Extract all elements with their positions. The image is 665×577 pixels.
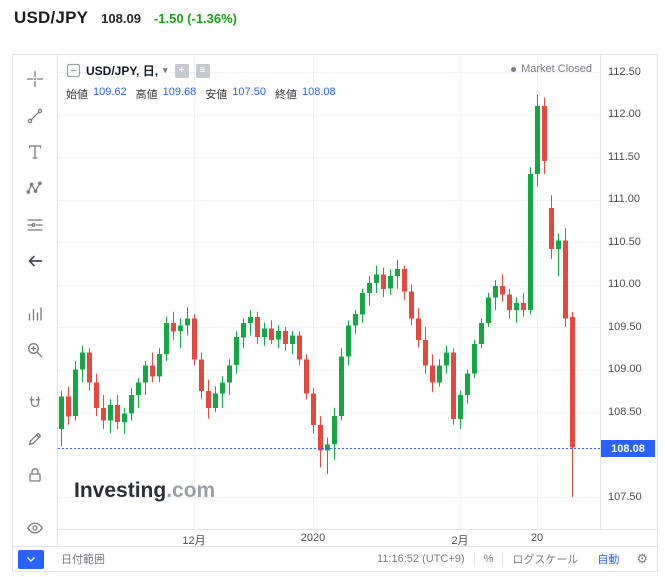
clock-display[interactable]: 11:16:52 (UTC+9) [377,553,465,565]
low-value: 107.50 [232,86,266,98]
log-scale-button[interactable]: ログスケール [512,554,579,566]
price-axis-label: 111.50 [608,151,641,163]
investing-logo: Investing.com [74,479,215,503]
logo-text-bold: Investing [74,479,167,502]
logo-text-light: .com [166,479,216,502]
price-axis-label: 110.00 [608,278,641,290]
last-price-tag: 108.08 [601,440,655,457]
separator [473,552,475,566]
chart-legend: USD/JPY, 日, ▾ + ≡ 始値 109.62 高値 109.68 安値… [66,62,340,102]
drawing-toolbar [13,55,58,546]
price-axis[interactable]: 108.08 112.50 112.00 111.50 111.00 110.50 110… [600,55,655,529]
market-status-label: Market Closed [521,63,592,75]
gear-icon[interactable]: ⚙ [636,551,648,566]
chevron-down-icon[interactable] [18,549,44,569]
pencil-icon[interactable] [20,421,50,457]
lock-icon[interactable] [20,457,50,493]
fib-retracement-icon[interactable] [20,207,50,243]
price-axis-label: 110.50 [608,236,641,248]
chart-widget: USD/JPY, 日, ▾ + ≡ 始値 109.62 高値 109.68 安値… [12,54,658,572]
interval-dropdown-caret[interactable]: ▾ [163,65,168,75]
close-value: 108.08 [301,86,336,98]
auto-scale-button[interactable]: 自動 [597,554,620,566]
magnet-icon[interactable] [20,384,50,420]
time-axis-label: 20 [530,532,544,544]
chart-type-icon[interactable] [66,63,81,78]
arrow-left-icon[interactable] [20,243,50,279]
quote-header: USD/JPY 108.09 -1.50 (-1.36%) [14,8,237,28]
low-label: 安値 [205,89,228,101]
status-dot-icon [511,66,517,72]
price-axis-label: 112.50 [608,66,641,78]
price-axis-label: 109.50 [608,321,642,333]
date-range-button[interactable]: 日付範囲 [61,554,105,566]
price-axis-label: 108.50 [608,406,642,418]
candlestick-chart [58,55,600,529]
forecast-bars-icon[interactable] [20,296,50,332]
symbol-title: USD/JPY [14,8,89,27]
last-price: 108.09 [101,11,141,26]
price-axis-label: 111.00 [608,193,641,205]
price-change: -1.50 (-1.36%) [153,11,238,26]
chart-symbol-label[interactable]: USD/JPY, 日, [86,64,159,78]
open-label: 始値 [66,89,88,101]
price-axis-label: 107.50 [608,491,642,503]
chart-plot-area[interactable]: USD/JPY, 日, ▾ + ≡ 始値 109.62 高値 109.68 安値… [58,55,600,529]
eye-icon[interactable] [20,510,50,546]
time-axis-label: 2020 [300,532,326,544]
open-value: 109.62 [93,86,127,98]
time-axis-label: 2月 [451,535,469,547]
xabcd-pattern-icon[interactable] [20,170,50,206]
crosshair-cursor-icon[interactable] [20,61,50,97]
time-axis-label: 12月 [182,535,206,547]
zoom-in-icon[interactable] [20,332,50,368]
trend-line-icon[interactable] [20,97,50,133]
text-tool-icon[interactable] [20,134,50,170]
separator [502,552,504,566]
market-status: Market Closed [511,63,592,75]
high-value: 109.68 [162,86,197,98]
ohlc-readout: 始値 109.62 高値 109.68 安値 107.50 終値 108.08 [66,86,340,102]
indicators-icon[interactable]: + [174,63,189,78]
settings-icon[interactable]: ≡ [195,63,210,78]
percent-scale-button[interactable]: % [483,553,494,565]
close-label: 終値 [274,89,297,101]
high-label: 高値 [135,89,158,101]
price-axis-label: 112.00 [608,108,641,120]
chart-bottom-bar: 日付範囲 11:16:52 (UTC+9) % ログスケール 自動 ⚙ [13,546,657,571]
price-axis-label: 109.00 [608,363,642,375]
time-axis[interactable]: 12月 2020 2月 20 [58,529,657,547]
